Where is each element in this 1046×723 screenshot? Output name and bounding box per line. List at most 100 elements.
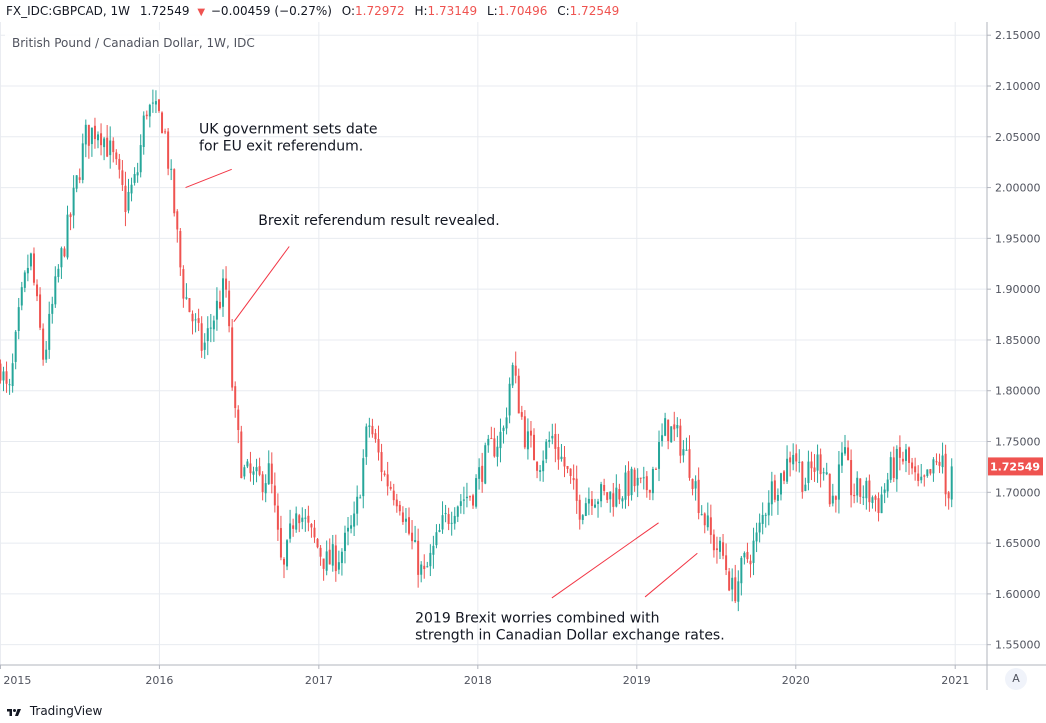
candle-body bbox=[825, 472, 828, 475]
candle-body bbox=[5, 371, 8, 384]
candle-body bbox=[84, 124, 87, 145]
price-axis[interactable]: 2.15000 2.10000 2.05000 2.00000 1.95000 1.900… bbox=[987, 29, 1041, 652]
candle-body bbox=[109, 140, 112, 156]
candle-body bbox=[499, 431, 502, 449]
candle-body bbox=[786, 458, 789, 482]
candle-body bbox=[48, 313, 51, 350]
candle-body bbox=[816, 454, 819, 471]
annotation-line bbox=[233, 246, 290, 322]
candle-body bbox=[746, 551, 749, 560]
close-label: C: bbox=[557, 4, 570, 18]
x-tick-label: 2016 bbox=[145, 674, 173, 687]
candle-body bbox=[511, 365, 514, 386]
auto-scale-button[interactable]: A bbox=[1005, 668, 1027, 690]
candle-body bbox=[170, 168, 173, 170]
candle-body bbox=[743, 552, 746, 558]
candle-body bbox=[222, 278, 225, 307]
candle-body bbox=[154, 101, 157, 105]
candle-body bbox=[834, 496, 837, 500]
candle-body bbox=[874, 496, 877, 500]
candle-body bbox=[801, 461, 804, 492]
y-tick-label: 2.00000 bbox=[995, 182, 1041, 195]
candle-body bbox=[911, 462, 914, 469]
candle-body bbox=[54, 276, 57, 305]
candle-body bbox=[407, 517, 410, 534]
candle-body bbox=[8, 384, 11, 386]
candles bbox=[0, 89, 953, 612]
candle-body bbox=[459, 501, 462, 506]
candle-body bbox=[764, 514, 767, 516]
annotation-line bbox=[644, 552, 698, 598]
footer: TradingView bbox=[0, 700, 300, 723]
candle-body bbox=[941, 455, 944, 468]
candle-body bbox=[164, 131, 167, 133]
candle-body bbox=[81, 143, 84, 180]
candle-body bbox=[914, 466, 917, 473]
candle-body bbox=[414, 540, 417, 542]
candle-body bbox=[557, 447, 560, 460]
candle-body bbox=[828, 473, 831, 505]
candle-body bbox=[215, 300, 218, 320]
candle-body bbox=[725, 555, 728, 571]
candle-body bbox=[755, 532, 758, 542]
tradingview-brand[interactable]: TradingView bbox=[29, 704, 103, 718]
candle-body bbox=[145, 114, 148, 117]
y-tick-label: 1.80000 bbox=[995, 385, 1041, 398]
candle-body bbox=[401, 512, 404, 523]
last-price-badge: 1.72549 bbox=[988, 457, 1043, 476]
candle-body bbox=[179, 231, 182, 268]
candle-body bbox=[533, 434, 536, 461]
candle-body bbox=[840, 452, 843, 466]
candle-body bbox=[182, 269, 185, 299]
candle-body bbox=[188, 298, 191, 313]
candle-body bbox=[950, 466, 953, 500]
annotation-line bbox=[185, 168, 232, 189]
candle-body bbox=[475, 478, 478, 507]
candle-body bbox=[545, 441, 548, 460]
candle-body bbox=[225, 278, 228, 290]
candle-body bbox=[694, 481, 697, 489]
candle-body bbox=[685, 449, 688, 451]
price-chart[interactable]: British Pound / Canadian Dollar, 1W, IDC… bbox=[0, 0, 1046, 700]
price-change: −0.00459 (−0.27%) bbox=[210, 4, 332, 18]
candle-body bbox=[737, 581, 740, 602]
candle-body bbox=[502, 427, 505, 431]
candle-body bbox=[63, 248, 66, 257]
candle-body bbox=[292, 525, 295, 529]
candle-body bbox=[340, 551, 343, 564]
candle-body bbox=[17, 307, 20, 331]
candle-body bbox=[374, 433, 377, 440]
candle-body bbox=[167, 131, 170, 169]
candle-body bbox=[282, 558, 285, 565]
candle-body bbox=[597, 501, 600, 504]
candle-body bbox=[350, 525, 353, 529]
candle-body bbox=[304, 517, 307, 519]
high-value: 1.73149 bbox=[427, 4, 478, 18]
candle-body bbox=[645, 476, 648, 491]
symbol-label[interactable]: FX_IDC:GBPCAD, 1W bbox=[6, 4, 131, 18]
candle-body bbox=[654, 468, 657, 470]
down-arrow-icon: ▼ bbox=[197, 7, 206, 18]
candle-body bbox=[380, 452, 383, 473]
candle-body bbox=[106, 137, 109, 157]
candle-body bbox=[148, 104, 151, 117]
candle-body bbox=[231, 327, 234, 388]
candle-body bbox=[395, 499, 398, 507]
candle-body bbox=[810, 461, 813, 469]
candle-body bbox=[45, 349, 48, 360]
candle-body bbox=[691, 479, 694, 489]
candle-body bbox=[118, 158, 121, 170]
x-tick-label: 2021 bbox=[941, 674, 969, 687]
time-axis[interactable]: 2015 2016 2017 2018 2019 2020 2021 bbox=[0, 665, 969, 687]
candle-body bbox=[139, 145, 142, 173]
candle-body bbox=[411, 532, 414, 542]
open-value: 1.72972 bbox=[355, 4, 405, 18]
candle-body bbox=[371, 425, 374, 435]
candle-body bbox=[368, 425, 371, 427]
candle-body bbox=[334, 545, 337, 572]
candle-body bbox=[493, 438, 496, 457]
candle-body bbox=[249, 463, 252, 474]
candle-body bbox=[682, 449, 685, 456]
candle-body bbox=[889, 457, 892, 480]
candle-body bbox=[212, 320, 215, 330]
